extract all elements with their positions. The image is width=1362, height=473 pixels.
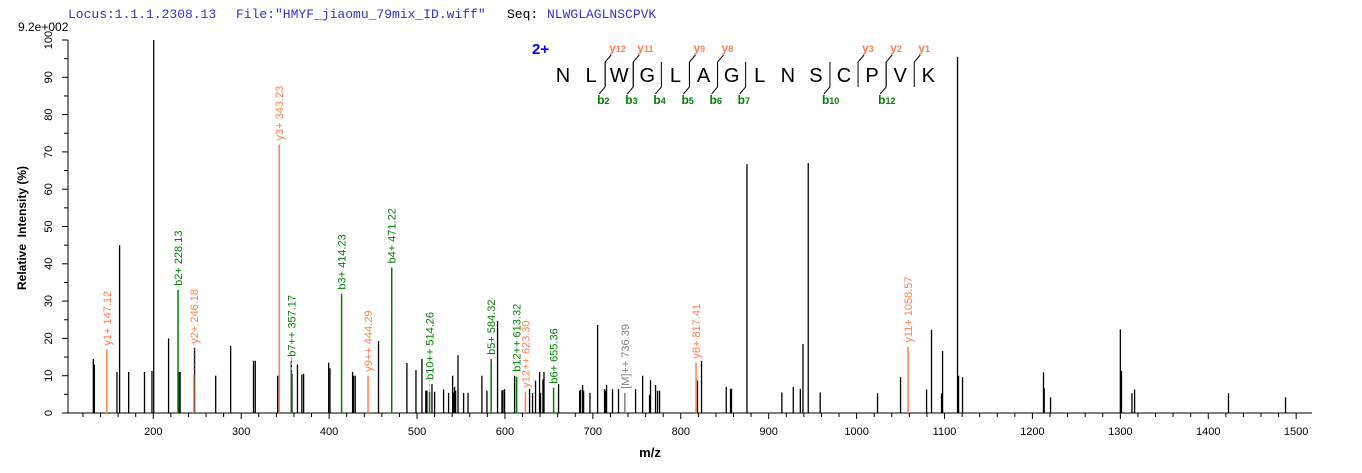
b-ion-label: b3 <box>625 93 637 107</box>
residue: L <box>586 65 597 87</box>
x-tick-label: 1500 <box>1284 426 1308 438</box>
peak-label: y8+ 817.41 <box>691 304 703 359</box>
peak-label: b4+ 471.22 <box>387 208 399 263</box>
residue: C <box>837 65 851 87</box>
residue: A <box>697 65 711 87</box>
residue: L <box>670 65 681 87</box>
x-tick-label: 600 <box>496 426 514 438</box>
file-text: File:"HMYF_jiaomu_79mix_ID.wiff" <box>236 7 486 22</box>
x-tick-label: 200 <box>144 426 162 438</box>
residue: S <box>809 65 822 87</box>
b-ion-label: b6 <box>710 93 722 107</box>
peak-label: b10++ 514.26 <box>425 312 437 380</box>
y-tick-label: 100 <box>43 31 55 49</box>
peak-label: b2+ 228.13 <box>173 231 185 286</box>
x-tick-label: 1300 <box>1108 426 1132 438</box>
residue: G <box>640 65 656 87</box>
y-ion-label: y1 <box>918 41 930 55</box>
residue: N <box>781 65 795 87</box>
y-tick-label: 10 <box>43 370 55 382</box>
peak-label: y12++ 623.30 <box>520 320 532 387</box>
y-tick-label: 0 <box>43 410 55 416</box>
y-tick-label: 70 <box>43 146 55 158</box>
y-tick-label: 60 <box>43 183 55 195</box>
y-ion-label: y8 <box>722 41 734 55</box>
residue: P <box>865 65 878 87</box>
peak-label: y2+ 246.18 <box>189 289 201 344</box>
b-cleavage-mark <box>654 62 662 95</box>
x-tick-label: 1100 <box>933 426 957 438</box>
y-ion-label: y3 <box>862 41 874 55</box>
b-ion-label: b2 <box>597 93 609 107</box>
axes: 200 300 400 500 600 700 800 900 1000 1100 1200 1300… <box>43 31 1312 438</box>
peak-label: [M]++ 736.39 <box>620 324 632 389</box>
b-ion-label: b7 <box>738 93 750 107</box>
y-cleavage-mark <box>913 54 921 87</box>
locus-text: Locus:1.1.1.2308.13 <box>68 7 216 22</box>
b-cleavage-mark <box>739 62 747 95</box>
y-cleavage-mark <box>688 54 696 87</box>
peaks <box>92 40 1287 413</box>
b-ion-label: b4 <box>653 93 665 107</box>
b-ion-label: b5 <box>681 93 693 107</box>
y-tick-label: 20 <box>43 332 55 344</box>
y-cleavage-mark <box>857 54 865 87</box>
peak-label: b7++ 357.17 <box>286 295 298 357</box>
seq-value: NLWGLAGLNSCPVK <box>547 7 656 22</box>
x-tick-label: 700 <box>584 426 602 438</box>
b-cleavage-mark <box>711 62 719 95</box>
y-ion-label: y12 <box>609 41 626 55</box>
y-tick-label: 90 <box>43 71 55 83</box>
y-cleavage-mark <box>717 54 724 87</box>
b-ion-label: b10 <box>822 93 839 107</box>
b-ion-label: b12 <box>878 93 895 107</box>
peak-label: b3+ 414.23 <box>337 234 349 289</box>
y-tick-label: 40 <box>43 258 55 270</box>
charge-label: 2+ <box>532 41 549 58</box>
x-tick-label: 1400 <box>1196 426 1220 438</box>
y-ion-label: y2 <box>890 41 902 55</box>
residue: K <box>922 65 936 87</box>
x-tick-label: 400 <box>320 426 338 438</box>
b-cleavage-mark <box>683 62 690 95</box>
peak-label: y11+ 1058.57 <box>903 276 915 342</box>
b-cleavage-mark <box>823 62 831 95</box>
peak-label: y1+ 147.12 <box>102 291 114 346</box>
residue: G <box>724 65 740 87</box>
peak-annotations: y1+ 147.12 b2+ 228.13 y2+ 246.18 y3+ 343.23… <box>102 86 915 413</box>
x-tick-label: 500 <box>408 426 426 438</box>
b-cleavage-mark <box>626 62 634 95</box>
y-tick-label: 30 <box>43 295 55 307</box>
peak-label: b6+ 655.36 <box>549 328 561 383</box>
seq-label: Seq: <box>507 7 538 22</box>
residue: N <box>556 65 570 87</box>
peak-label: b5+ 584.32 <box>486 300 498 355</box>
peak-label: y9++ 444.29 <box>363 311 375 372</box>
y-axis-label: Relative Intensity (%) <box>15 166 29 290</box>
x-tick-label: 1200 <box>1020 426 1044 438</box>
max-intensity-label: 9.2e+002 <box>18 20 69 34</box>
y-ion-label: y9 <box>693 41 705 55</box>
residue: W <box>610 65 629 87</box>
peak-label: y3+ 343.23 <box>274 86 286 141</box>
x-tick-label: 800 <box>672 426 690 438</box>
peak-label: b12++ 613.32 <box>512 304 524 372</box>
b-cleavage-mark <box>879 62 887 95</box>
x-axis-label: m/z <box>639 445 661 460</box>
x-tick-label: 900 <box>760 426 778 438</box>
residue: V <box>894 65 908 87</box>
x-tick-label: 1000 <box>844 426 868 438</box>
y-cleavage-mark <box>632 54 640 87</box>
x-tick-label: 300 <box>232 426 250 438</box>
y-cleavage-mark <box>885 54 893 87</box>
y-tick-label: 80 <box>43 108 55 120</box>
residue: L <box>754 65 765 87</box>
y-ion-label: y11 <box>637 41 653 55</box>
b-cleavage-mark <box>598 62 606 95</box>
y-tick-label: 50 <box>43 220 55 232</box>
